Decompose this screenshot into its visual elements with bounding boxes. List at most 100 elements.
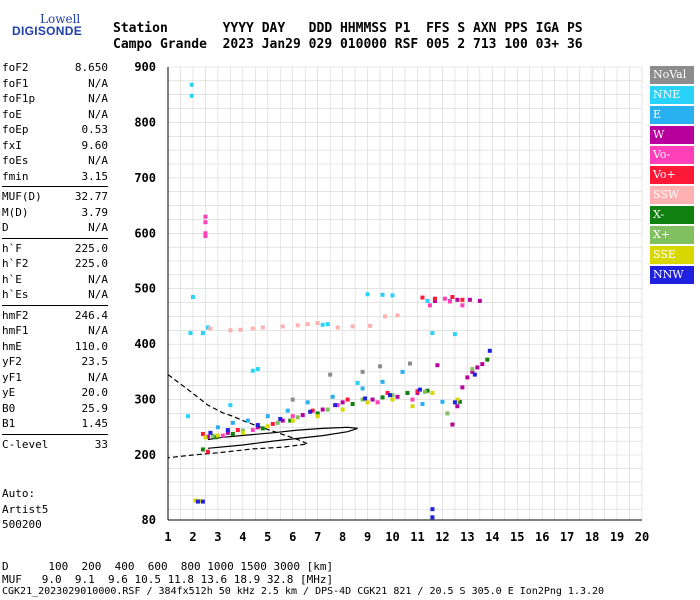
point-w <box>280 418 285 423</box>
footer-distance-row: D 100 200 400 600 800 1000 1500 3000 [km… <box>2 560 334 573</box>
param-value: 33 <box>94 437 108 451</box>
point-nne <box>320 322 325 327</box>
param-row: h`E N/A <box>2 272 108 288</box>
param-name: foF1p <box>2 92 36 105</box>
point-nnw <box>388 393 393 398</box>
x-tick-label: 11 <box>410 530 424 544</box>
point-e <box>360 386 365 391</box>
autoscaling-info: Auto: Artist5 500200 <box>2 486 48 533</box>
param-name: B0 <box>2 401 16 415</box>
point-nne <box>185 414 190 419</box>
param-name: foEp <box>2 123 29 136</box>
point-x- <box>425 388 430 393</box>
point-nne <box>390 293 395 298</box>
y-tick-label: 600 <box>134 226 156 240</box>
point-sse <box>193 498 198 503</box>
param-separator <box>2 304 108 306</box>
point-sse <box>290 418 295 423</box>
point-x+ <box>422 389 427 394</box>
x-tick-label: 5 <box>264 530 271 544</box>
point-vo+ <box>200 431 205 436</box>
point-w <box>450 422 455 427</box>
param-name: yE <box>2 386 16 399</box>
param-row: M(D) 3.79 <box>2 205 108 221</box>
param-value: 1.45 <box>81 417 109 430</box>
param-row: foE N/A <box>2 107 108 123</box>
param-row: h`F2 225.0 <box>2 256 108 272</box>
point-vo- <box>442 296 447 301</box>
param-name: foF2 <box>2 61 29 74</box>
point-vo- <box>203 234 208 239</box>
point-x+ <box>390 393 395 398</box>
point-e <box>230 420 235 425</box>
param-name: foEs <box>2 154 29 167</box>
point-noval <box>290 397 295 402</box>
point-nne <box>189 82 194 87</box>
point-sse <box>203 435 208 440</box>
point-x+ <box>445 411 450 416</box>
legend-vo-: Vo- <box>650 146 694 164</box>
point-x- <box>315 411 320 416</box>
point-x- <box>200 447 205 452</box>
param-name: fmin <box>2 169 29 183</box>
point-w <box>395 394 400 399</box>
point-nne <box>190 295 195 300</box>
param-value: 0.53 <box>81 123 109 136</box>
param-name: h`F <box>2 241 22 255</box>
point-ssw <box>228 328 233 333</box>
point-ssw <box>250 326 255 331</box>
param-name: yF1 <box>2 370 22 384</box>
point-ssw <box>383 314 388 319</box>
param-separator <box>2 237 108 239</box>
param-row: hmF2 246.4 <box>2 308 108 324</box>
param-name: D <box>2 221 9 234</box>
param-name: hmF1 <box>2 324 29 337</box>
x-tick-label: 7 <box>314 530 321 544</box>
point-vo+ <box>270 421 275 426</box>
point-w <box>432 298 437 303</box>
point-ssw <box>260 325 265 330</box>
param-row: foF1p N/A <box>2 91 108 107</box>
point-w <box>465 375 470 380</box>
param-value: 246.4 <box>74 308 108 322</box>
point-vo+ <box>205 449 210 454</box>
point-nnw <box>430 515 435 520</box>
param-name: h`F2 <box>2 257 29 270</box>
point-x+ <box>240 428 245 433</box>
point-x- <box>230 431 235 436</box>
point-e <box>330 394 335 399</box>
param-value: N/A <box>88 221 108 234</box>
y-tick-label: 800 <box>134 115 156 129</box>
point-vo- <box>203 231 208 236</box>
y-tick-label: 900 <box>134 60 156 74</box>
x-tick-label: 1 <box>164 530 171 544</box>
x-tick-label: 3 <box>214 530 221 544</box>
point-w <box>205 434 210 439</box>
footer-file-info: CGK21_2023029010000.RSF / 384fx512h 50 k… <box>2 586 605 597</box>
point-sse <box>240 430 245 435</box>
point-x+ <box>470 367 475 372</box>
point-nne <box>452 332 457 337</box>
param-value: 110.0 <box>74 339 108 353</box>
point-ssw <box>208 326 213 331</box>
point-noval <box>360 369 365 374</box>
param-row: yF2 23.5 <box>2 354 108 370</box>
point-x- <box>457 399 462 404</box>
point-sse <box>340 407 345 412</box>
x-tick-label: 8 <box>339 530 346 544</box>
point-vo- <box>203 220 208 225</box>
legend-x-: X- <box>650 206 694 224</box>
point-nne <box>228 403 233 408</box>
point-ssw <box>368 323 373 328</box>
point-x+ <box>295 415 300 420</box>
auto-version: 500200 <box>2 518 42 531</box>
point-nne <box>380 292 385 297</box>
point-nne <box>365 292 370 297</box>
point-sse <box>365 400 370 405</box>
param-row: h`Es N/A <box>2 287 108 303</box>
point-noval <box>328 372 333 377</box>
logo-digisonde: DIGISONDE <box>12 24 83 38</box>
point-ssw <box>315 321 320 326</box>
point-w <box>255 425 260 430</box>
param-value: 25.9 <box>81 401 109 415</box>
